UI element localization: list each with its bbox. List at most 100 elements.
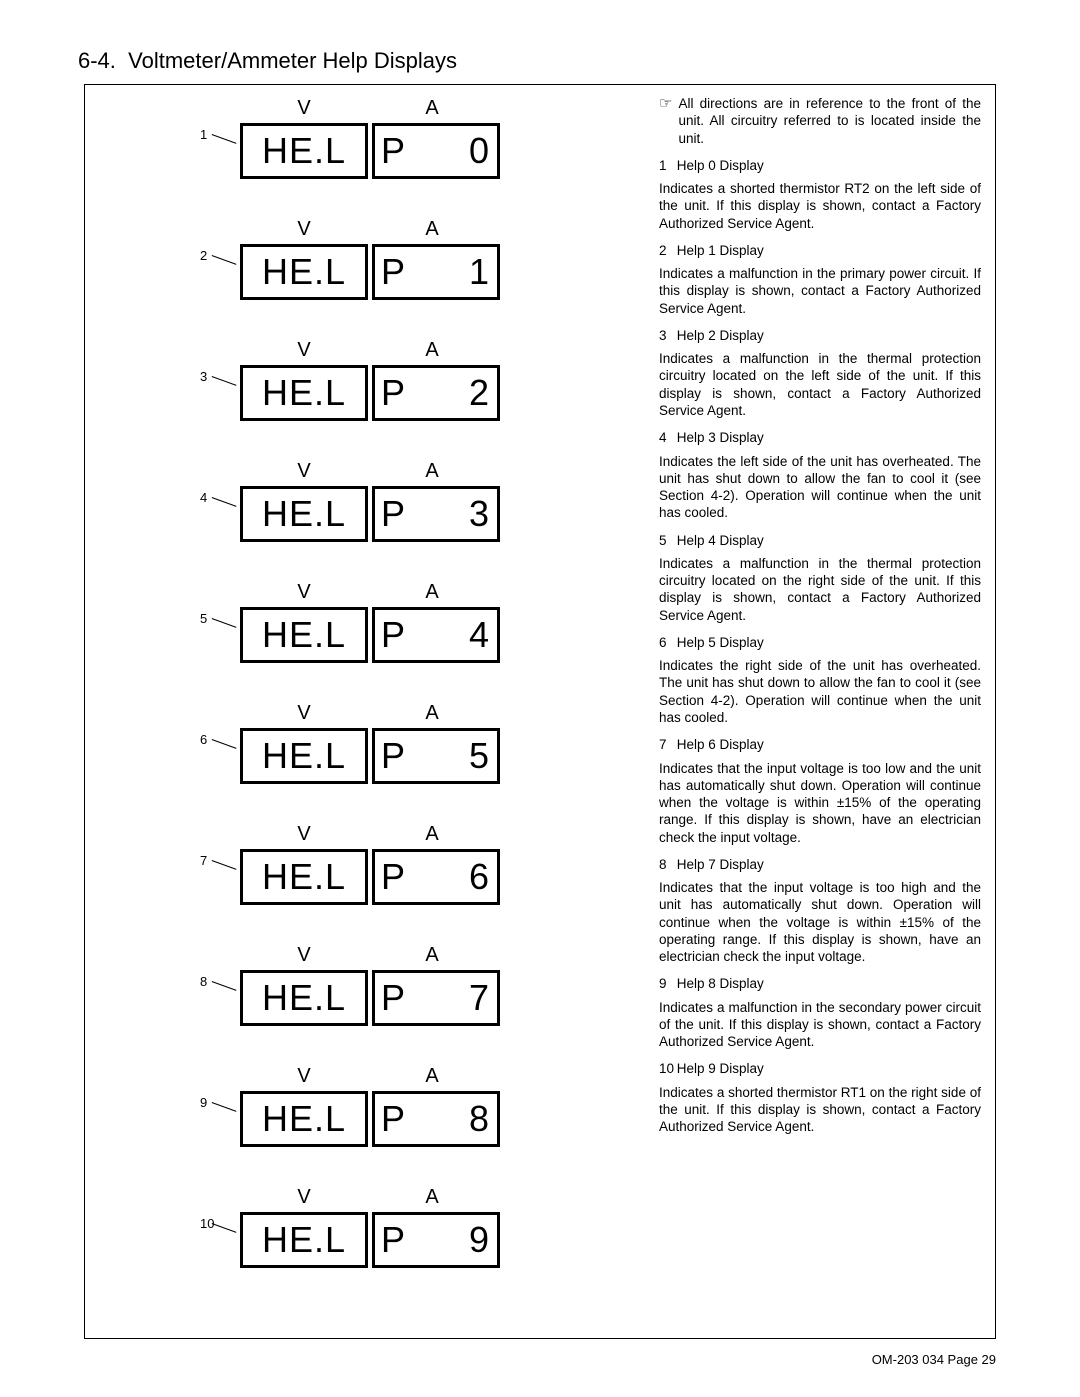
item-body: Indicates that the input voltage is too … [659,879,981,965]
v-label: V [240,702,368,725]
display-group: 9 VA HE.LP 8 [200,1065,520,1186]
display-group: 1VAHE.LP 0 [200,97,520,218]
item-title-text: Help 0 Display [677,158,764,173]
va-header-row: VA [240,1065,500,1088]
item-number: 2 [659,242,673,259]
descriptions-column: ☞All directions are in reference to the … [659,95,981,1146]
item-title: 6 Help 5 Display [659,634,981,651]
va-header-row: VA [240,823,500,846]
voltmeter-segment: HE.L [240,486,368,542]
va-header-row: VA [240,339,500,362]
item-title: 7 Help 6 Display [659,736,981,753]
item-body: Indicates that the input voltage is too … [659,760,981,846]
note-row: ☞All directions are in reference to the … [659,95,981,147]
voltmeter-segment: HE.L [240,365,368,421]
segment-row: HE.LP 0 [240,123,500,179]
display-group: 10VAHE.LP 9 [200,1186,520,1307]
item-title-text: Help 7 Display [677,857,764,872]
segment-row: HE.LP 4 [240,607,500,663]
ammeter-segment: P 8 [372,1091,500,1147]
callout-number: 8 [200,974,207,989]
item-title-text: Help 8 Display [677,976,764,991]
item-number: 8 [659,856,673,873]
callout-number: 3 [200,369,207,384]
a-label: A [368,823,496,846]
callout-leader [207,1223,237,1247]
voltmeter-segment: HE.L [240,1212,368,1268]
callout-number: 7 [200,853,207,868]
voltmeter-segment: HE.L [240,123,368,179]
segment-row: HE.LP 8 [240,1091,500,1147]
section-number: 6-4. [78,48,116,73]
item-title: 10 Help 9 Display [659,1060,981,1077]
voltmeter-segment: HE.L [240,849,368,905]
item-body: Indicates the left side of the unit has … [659,453,981,522]
display-group: 4VAHE.LP 3 [200,460,520,581]
item-title: 2 Help 1 Display [659,242,981,259]
display-group: 7 VA HE.LP 6 [200,823,520,944]
segment-row: HE.LP 6 [240,849,500,905]
figure-frame: 1VAHE.LP 02VAHE.LP 13VAHE.LP 24VAHE.LP 3… [84,84,996,1339]
page-footer: OM-203 034 Page 29 [872,1352,996,1367]
a-label: A [368,460,496,483]
a-label: A [368,581,496,604]
callout-leader [207,1102,237,1126]
a-label: A [368,702,496,725]
section-title-text: Voltmeter/Ammeter Help Displays [128,48,457,73]
callout-number: 4 [200,490,207,505]
callout-leader [207,134,237,158]
a-label: A [368,97,496,120]
v-label: V [240,339,368,362]
item-title-text: Help 5 Display [677,635,764,650]
item-number: 9 [659,975,673,992]
callout-number: 2 [200,248,207,263]
a-label: A [368,218,496,241]
voltmeter-segment: HE.L [240,970,368,1026]
item-number: 3 [659,327,673,344]
display-group: 5VAHE.LP 4 [200,581,520,702]
callout-number: 6 [200,732,207,747]
v-label: V [240,1065,368,1088]
segment-row: HE.LP 2 [240,365,500,421]
item-title: 8 Help 7 Display [659,856,981,873]
item-number: 1 [659,157,673,174]
item-number: 4 [659,429,673,446]
callout-leader [207,860,237,884]
item-body: Indicates the right side of the unit has… [659,657,981,726]
a-label: A [368,339,496,362]
ammeter-segment: P 2 [372,365,500,421]
display-group: 6VAHE.LP 5 [200,702,520,823]
callout-number: 5 [200,611,207,626]
ammeter-segment: P 4 [372,607,500,663]
note-text: All directions are in reference to the f… [678,95,981,147]
item-number: 6 [659,634,673,651]
segment-row: HE.LP 7 [240,970,500,1026]
v-label: V [240,460,368,483]
item-title: 9 Help 8 Display [659,975,981,992]
item-title: 3 Help 2 Display [659,327,981,344]
a-label: A [368,1186,496,1209]
callout-leader [207,376,237,400]
a-label: A [368,1065,496,1088]
va-header-row: VA [240,1186,500,1209]
ammeter-segment: P 9 [372,1212,500,1268]
item-title-text: Help 1 Display [677,243,764,258]
item-number: 10 [659,1060,673,1077]
item-body: Indicates a shorted thermistor RT1 on th… [659,1084,981,1136]
item-body: Indicates a malfunction in the secondary… [659,999,981,1051]
callout-number: 9 [200,1095,207,1110]
callout-leader [207,255,237,279]
item-title: 4 Help 3 Display [659,429,981,446]
item-body: Indicates a malfunction in the thermal p… [659,350,981,419]
ammeter-segment: P 1 [372,244,500,300]
callout-leader [207,739,237,763]
display-group: 2 VAHE.LP 1 [200,218,520,339]
ammeter-segment: P 0 [372,123,500,179]
item-title-text: Help 2 Display [677,328,764,343]
v-label: V [240,97,368,120]
voltmeter-segment: HE.L [240,728,368,784]
callout-number: 1 [200,127,207,142]
item-number: 5 [659,532,673,549]
voltmeter-segment: HE.L [240,244,368,300]
v-label: V [240,218,368,241]
